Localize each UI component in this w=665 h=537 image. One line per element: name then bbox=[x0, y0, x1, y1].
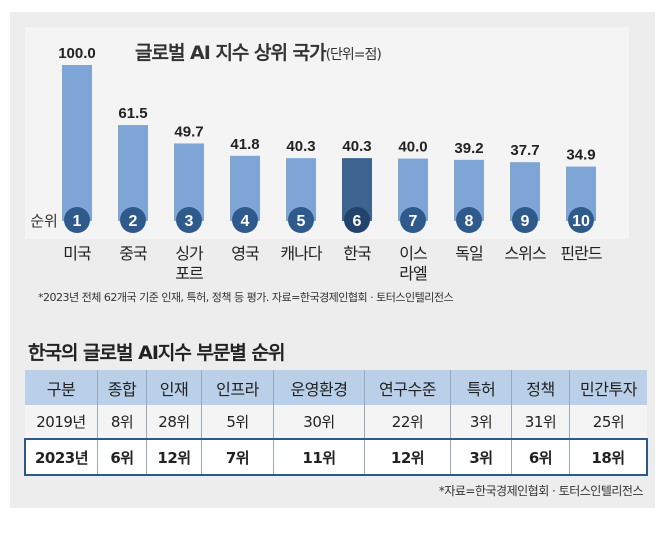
value-label: 34.9 bbox=[566, 147, 595, 164]
cell: 12위 bbox=[364, 438, 451, 476]
value-label: 40.3 bbox=[342, 138, 371, 155]
value-label: 40.3 bbox=[286, 138, 315, 155]
rank-number: 4 bbox=[241, 213, 250, 230]
rank-badge bbox=[456, 207, 482, 233]
bar bbox=[118, 125, 148, 221]
rank-badge bbox=[64, 207, 90, 233]
rank-badge bbox=[512, 207, 538, 233]
category-label: 핀란드 bbox=[560, 244, 601, 263]
rank-badge bbox=[176, 207, 202, 233]
cell: 2023년 bbox=[24, 438, 98, 476]
table-title: 한국의 글로벌 AI지수 부문별 순위 bbox=[28, 342, 285, 364]
table-source: *자료=한국경제인협회 · 토터스인텔리전스 bbox=[438, 484, 644, 498]
rank-number: 1 bbox=[73, 213, 82, 230]
rank-label: 순위 bbox=[30, 212, 58, 230]
rank-number: 7 bbox=[409, 213, 418, 230]
value-label: 40.0 bbox=[398, 139, 427, 156]
rank-badge bbox=[344, 207, 370, 233]
chart-title: 글로벌 AI 지수 상위 국가(단위=점) bbox=[135, 38, 382, 65]
category-label: 영국 bbox=[231, 244, 259, 263]
cell: 11위 bbox=[273, 438, 365, 476]
category-label: 중국 bbox=[119, 244, 147, 263]
cell: 25위 bbox=[569, 405, 647, 439]
cell: 5위 bbox=[201, 405, 274, 439]
category-label: 캐나다 bbox=[280, 244, 322, 263]
category-label: 스위스 bbox=[504, 244, 545, 263]
value-label: 49.7 bbox=[174, 123, 203, 140]
rank-number: 5 bbox=[297, 213, 306, 230]
cell: 18위 bbox=[569, 438, 648, 476]
cell: 30위 bbox=[273, 405, 365, 439]
cell: 22위 bbox=[364, 405, 451, 439]
category-label: 포르 bbox=[175, 264, 203, 283]
value-label: 37.7 bbox=[510, 142, 539, 159]
rank-number: 10 bbox=[572, 213, 590, 230]
value-label: 41.8 bbox=[230, 136, 259, 153]
cell: 8위 bbox=[97, 405, 147, 439]
category-label: 미국 bbox=[63, 244, 91, 263]
cell: 2019년 bbox=[25, 405, 98, 439]
header-cell: 정책 bbox=[511, 370, 570, 405]
category-label: 독일 bbox=[455, 244, 483, 263]
value-label: 39.2 bbox=[454, 140, 483, 157]
header-cell: 인재 bbox=[146, 370, 202, 405]
rank-number: 9 bbox=[521, 213, 530, 230]
rank-number: 6 bbox=[353, 213, 362, 230]
cell: 28위 bbox=[146, 405, 202, 439]
header-cell: 구분 bbox=[25, 370, 98, 405]
table-row-2019: 2019년 8위 28위 5위 30위 22위 3위 31위 25위 bbox=[25, 405, 647, 439]
cell: 7위 bbox=[201, 438, 274, 476]
cell: 12위 bbox=[146, 438, 202, 476]
category-label: 한국 bbox=[343, 244, 371, 263]
header-cell: 민간투자 bbox=[569, 370, 647, 405]
header-cell: 연구수준 bbox=[364, 370, 451, 405]
rank-number: 8 bbox=[465, 213, 474, 230]
cell: 3위 bbox=[450, 405, 512, 439]
rank-badge bbox=[288, 207, 314, 233]
header-cell: 특허 bbox=[450, 370, 512, 405]
rank-badge bbox=[120, 207, 146, 233]
cell: 31위 bbox=[511, 405, 570, 439]
table-header-row: 구분 종합 인재 인프라 운영환경 연구수준 특허 정책 민간투자 bbox=[25, 370, 647, 405]
value-label: 61.5 bbox=[118, 105, 147, 122]
rank-number: 2 bbox=[129, 213, 138, 230]
chart-unit: (단위=점) bbox=[325, 47, 382, 63]
table-row-2023: 2023년 6위 12위 7위 11위 12위 3위 6위 18위 bbox=[24, 438, 648, 476]
header-cell: 인프라 bbox=[201, 370, 274, 405]
cell: 3위 bbox=[450, 438, 512, 476]
rank-badge bbox=[400, 207, 426, 233]
bar bbox=[62, 65, 92, 221]
rank-table: 구분 종합 인재 인프라 운영환경 연구수준 특허 정책 민간투자 2019년 8… bbox=[24, 370, 648, 476]
rank-badge bbox=[568, 207, 594, 233]
header-cell: 종합 bbox=[97, 370, 147, 405]
cell: 6위 bbox=[97, 438, 147, 476]
chart-note: *2023년 전체 62개국 기준 인재, 특허, 정책 등 평가. 자료=한국… bbox=[38, 291, 454, 304]
header-cell: 운영환경 bbox=[273, 370, 365, 405]
rank-badge bbox=[232, 207, 258, 233]
category-label: 싱가 bbox=[175, 244, 204, 263]
rank-number: 3 bbox=[185, 213, 194, 230]
category-label: 이스 bbox=[399, 244, 427, 263]
category-label: 라엘 bbox=[399, 264, 427, 283]
cell: 6위 bbox=[511, 438, 570, 476]
chart-title-text: 글로벌 AI 지수 상위 국가 bbox=[135, 42, 327, 64]
value-label: 100.0 bbox=[58, 45, 96, 62]
